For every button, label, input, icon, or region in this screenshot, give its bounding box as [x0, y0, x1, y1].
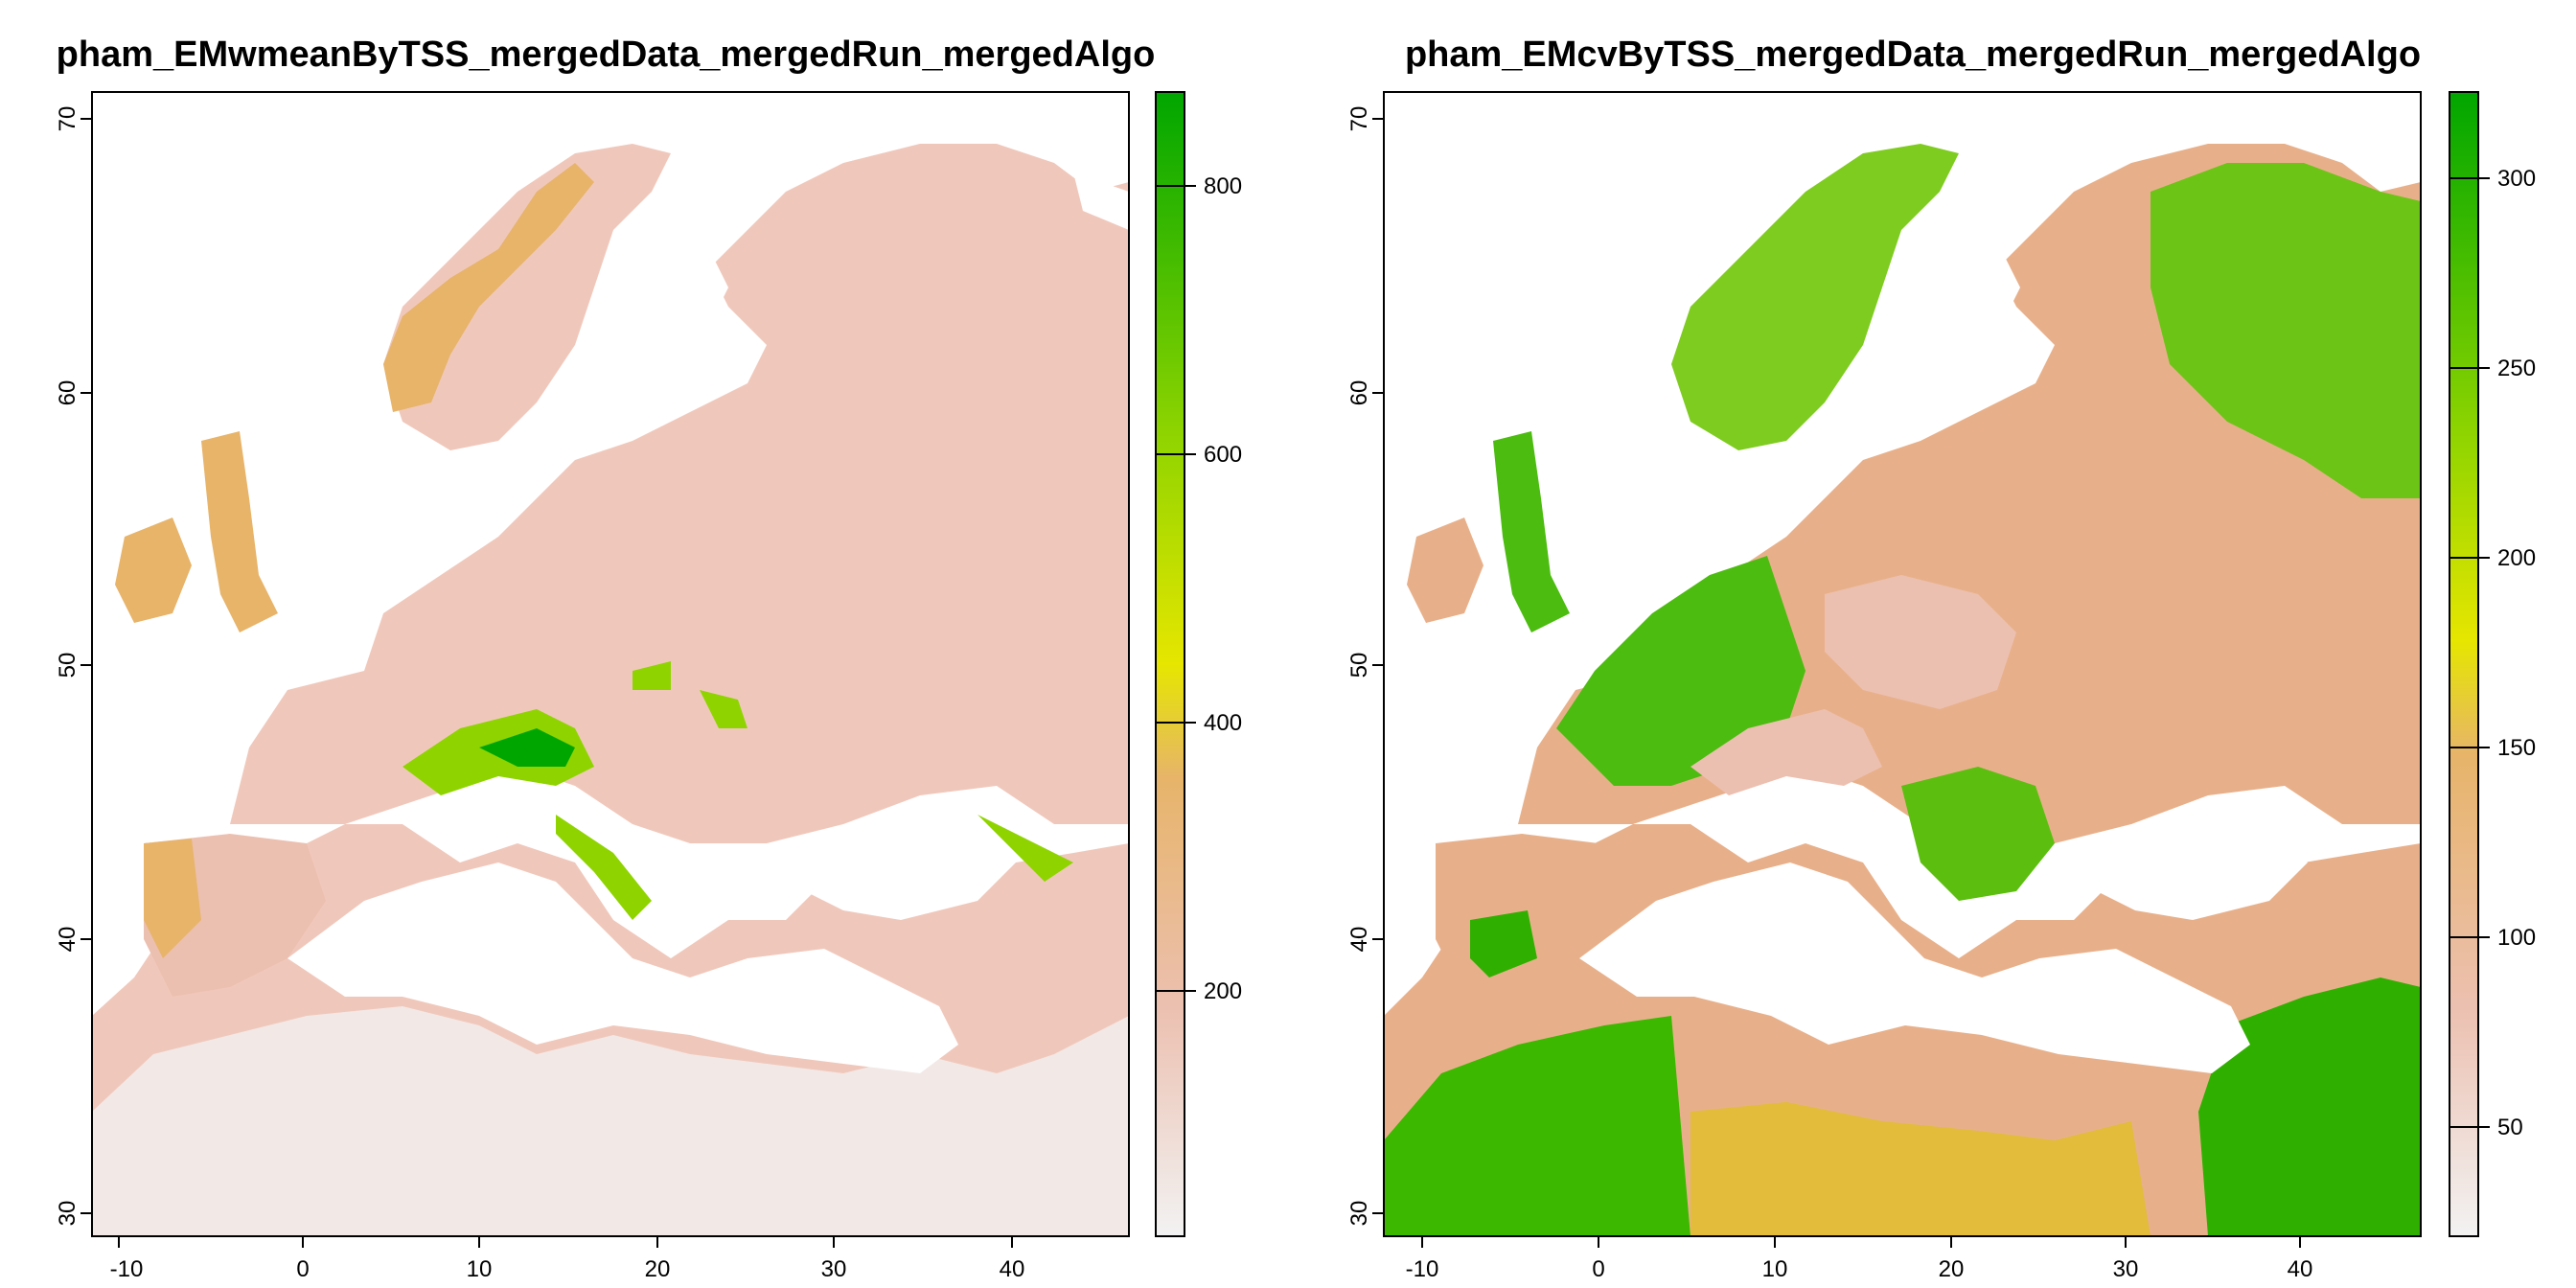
legend-colorbar	[2449, 91, 2479, 1237]
x-tick-label: 40	[1000, 1256, 1025, 1282]
alps-core	[479, 728, 575, 767]
legend-tick-label: 200	[1204, 978, 1242, 1004]
legend-tick-label: 100	[2497, 925, 2536, 951]
atlantic-ocean	[1384, 92, 1790, 498]
black-sea	[2078, 815, 2308, 920]
carpathians-highlight-2	[700, 690, 748, 728]
arctic-ocean	[1790, 92, 2421, 172]
legend-tick-label: 150	[2497, 735, 2536, 761]
norway-coast	[383, 163, 594, 412]
x-tick-label: 10	[467, 1256, 493, 1282]
map-plot: -10 0 10 20 30 40 70 60 50 40 30	[55, 91, 1242, 1282]
x-axis: -10 0 10 20 30 40	[1406, 1235, 2313, 1282]
y-tick-label: 60	[1346, 380, 1372, 406]
legend-tick-label: 300	[2497, 166, 2536, 192]
baltic-sea	[1886, 249, 2020, 422]
atlantic-ocean	[92, 92, 498, 498]
alps-pink	[1690, 709, 1882, 795]
legend-tick-label: 200	[2497, 545, 2536, 571]
caucasus-highlight	[978, 815, 1073, 882]
britain-land	[1493, 431, 1570, 632]
x-tick-label: 0	[296, 1256, 309, 1282]
x-tick-label: 20	[1939, 1256, 1965, 1282]
russia-green	[2150, 163, 2421, 498]
x-tick-label: 20	[645, 1256, 671, 1282]
europe-land	[230, 144, 1129, 843]
carpathians-highlight	[632, 661, 671, 690]
left-map-panel: pham_EMwmeanByTSS_mergedData_mergedRun_m…	[55, 34, 1242, 1282]
map-raster	[1384, 92, 2421, 1236]
iberia-green	[1470, 910, 1537, 978]
panel-title: pham_EMcvByTSS_mergedData_mergedRun_merg…	[1404, 34, 2422, 75]
color-legend: 300 250 200 150 100 50	[2449, 91, 2536, 1237]
britain-land	[201, 431, 278, 632]
north-sea	[278, 402, 422, 575]
apennines-highlight	[556, 815, 652, 920]
y-tick-label: 40	[1346, 927, 1372, 953]
north-sea	[1570, 402, 1714, 575]
right-map-panel: pham_EMcvByTSS_mergedData_mergedRun_merg…	[1288, 0, 2576, 1288]
y-tick-label: 30	[1346, 1201, 1372, 1227]
y-tick-label: 60	[55, 380, 80, 406]
arctic-ocean	[498, 92, 1129, 172]
map-raster	[92, 92, 1129, 1236]
arabia-green	[2198, 978, 2421, 1236]
x-tick-label: 0	[1592, 1256, 1604, 1282]
iberia-coast	[144, 839, 201, 958]
x-tick-label: -10	[1406, 1256, 1439, 1282]
baltic-sea	[594, 249, 728, 422]
x-tick-label: 40	[2288, 1256, 2313, 1282]
sahara-green	[1384, 1016, 1690, 1236]
mediterranean-sea	[288, 862, 958, 1073]
y-tick-label: 50	[1346, 653, 1372, 678]
ireland-land	[115, 518, 192, 623]
y-tick-label: 70	[1346, 106, 1372, 132]
panel-title: pham_EMwmeanByTSS_mergedData_mergedRun_m…	[56, 34, 1156, 75]
atlantic-west	[92, 479, 144, 862]
y-tick-label: 30	[55, 1201, 80, 1227]
black-sea	[786, 815, 1016, 920]
color-legend: 800 600 400 200	[1155, 91, 1242, 1237]
y-tick-label: 70	[55, 106, 80, 132]
y-axis: 70 60 50 40 30	[55, 106, 93, 1227]
scandinavia-land	[1671, 144, 1959, 450]
legend-tick-label: 250	[2497, 356, 2536, 381]
africa-land	[92, 1006, 1129, 1236]
scandinavia-land	[383, 144, 671, 450]
ireland-land	[1407, 518, 1484, 623]
legend-colorbar	[1155, 91, 1185, 1237]
x-tick-label: 30	[821, 1256, 847, 1282]
caspian-sea	[1073, 172, 1129, 230]
libya-yellow	[1690, 1102, 2150, 1236]
legend-tick-label: 400	[1204, 710, 1242, 736]
mediterranean-sea	[1579, 862, 2250, 1073]
x-tick-label: -10	[110, 1256, 144, 1282]
x-axis: -10 0 10 20 30 40	[110, 1235, 1025, 1282]
legend-tick-label: 50	[2497, 1115, 2523, 1140]
eastern-europe-pink	[1825, 575, 2016, 709]
map-plot: -10 0 10 20 30 40 70 60 50 40 30	[1346, 91, 2536, 1282]
central-europe-green	[1556, 556, 1806, 786]
y-axis: 70 60 50 40 30	[1346, 106, 1385, 1227]
y-tick-label: 50	[55, 653, 80, 678]
legend-tick-label: 600	[1204, 442, 1242, 468]
balkans-green	[1901, 767, 2055, 901]
x-tick-label: 30	[2113, 1256, 2139, 1282]
y-tick-label: 40	[55, 927, 80, 953]
atlantic-west	[1384, 479, 1436, 862]
x-tick-label: 10	[1762, 1256, 1788, 1282]
legend-tick-label: 800	[1204, 173, 1242, 199]
